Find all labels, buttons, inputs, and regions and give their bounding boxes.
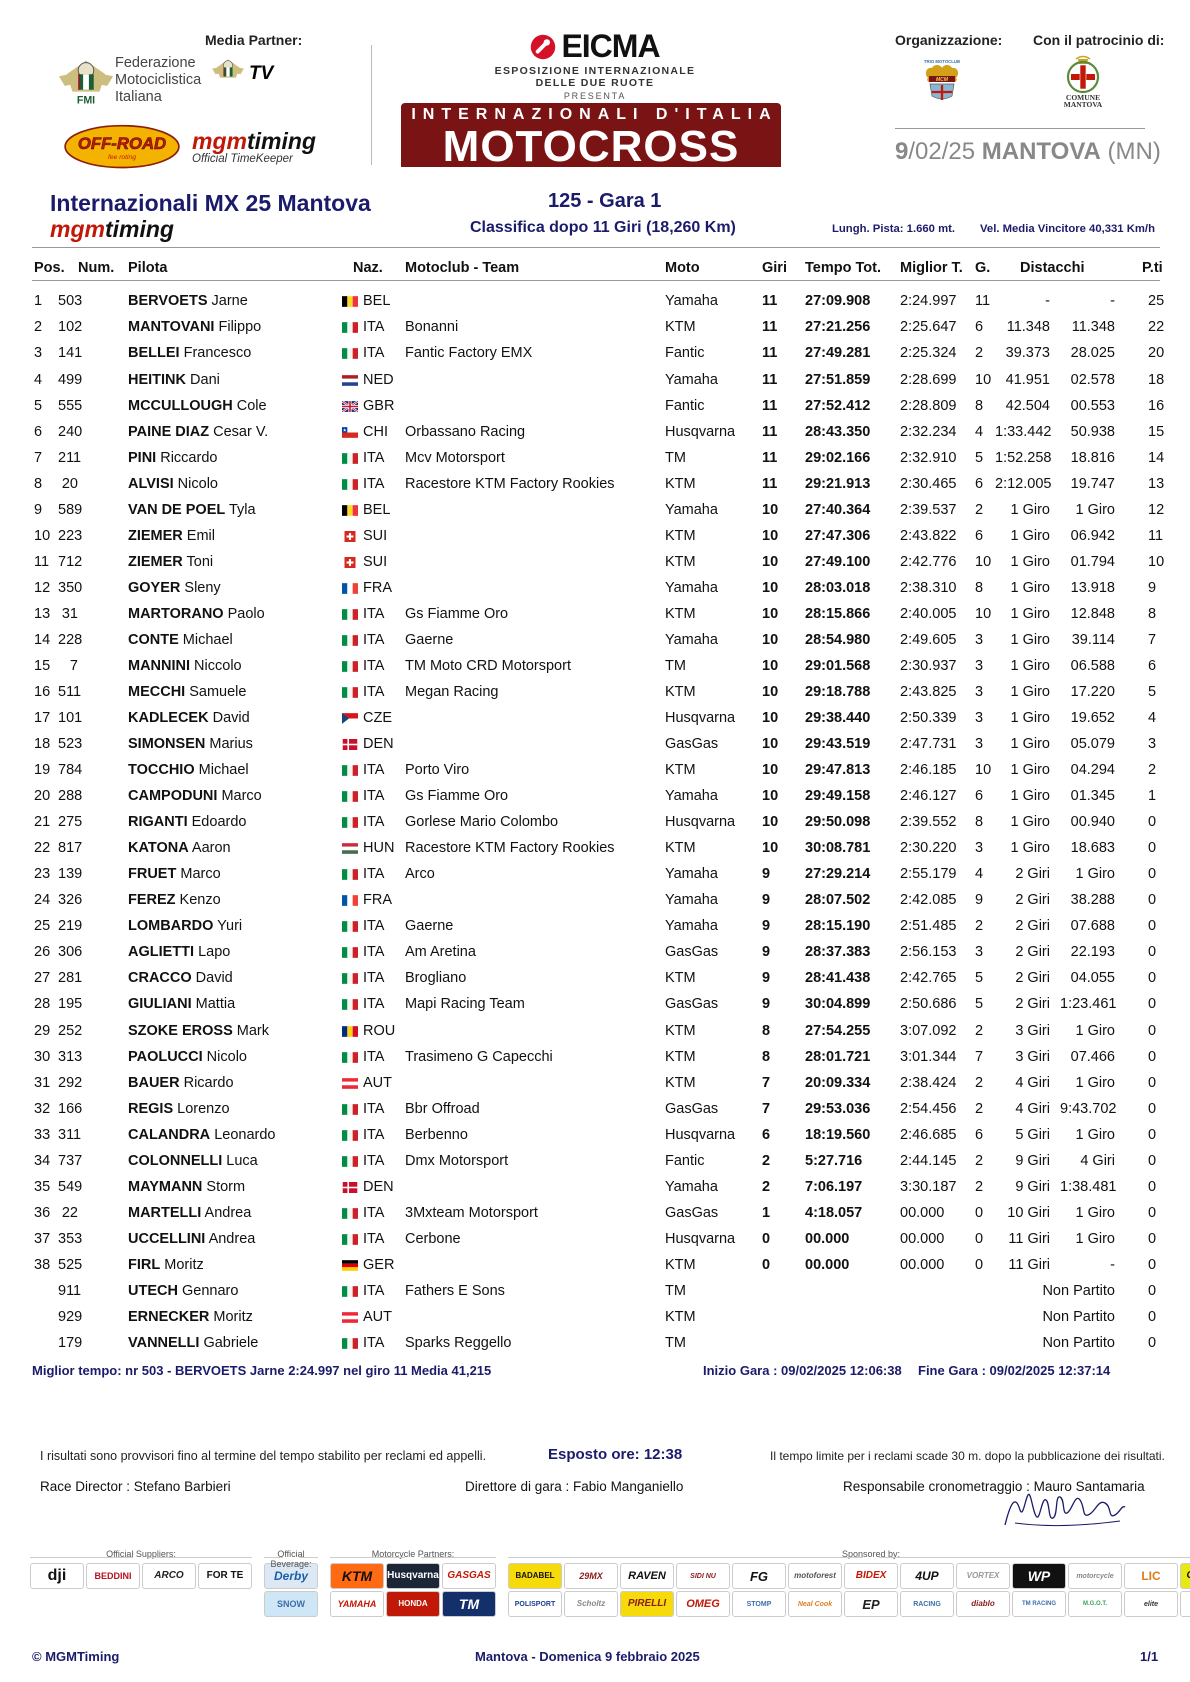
svg-text:FMI: FMI bbox=[77, 94, 95, 106]
svg-text:fee roting: fee roting bbox=[108, 154, 136, 161]
svg-text:MANTOVA: MANTOVA bbox=[1064, 100, 1103, 108]
svg-text:OFF-ROAD: OFF-ROAD bbox=[78, 134, 166, 153]
svg-text:TRIO MOTOCLUB: TRIO MOTOCLUB bbox=[924, 59, 960, 64]
svg-text:MCM: MCM bbox=[936, 77, 949, 83]
